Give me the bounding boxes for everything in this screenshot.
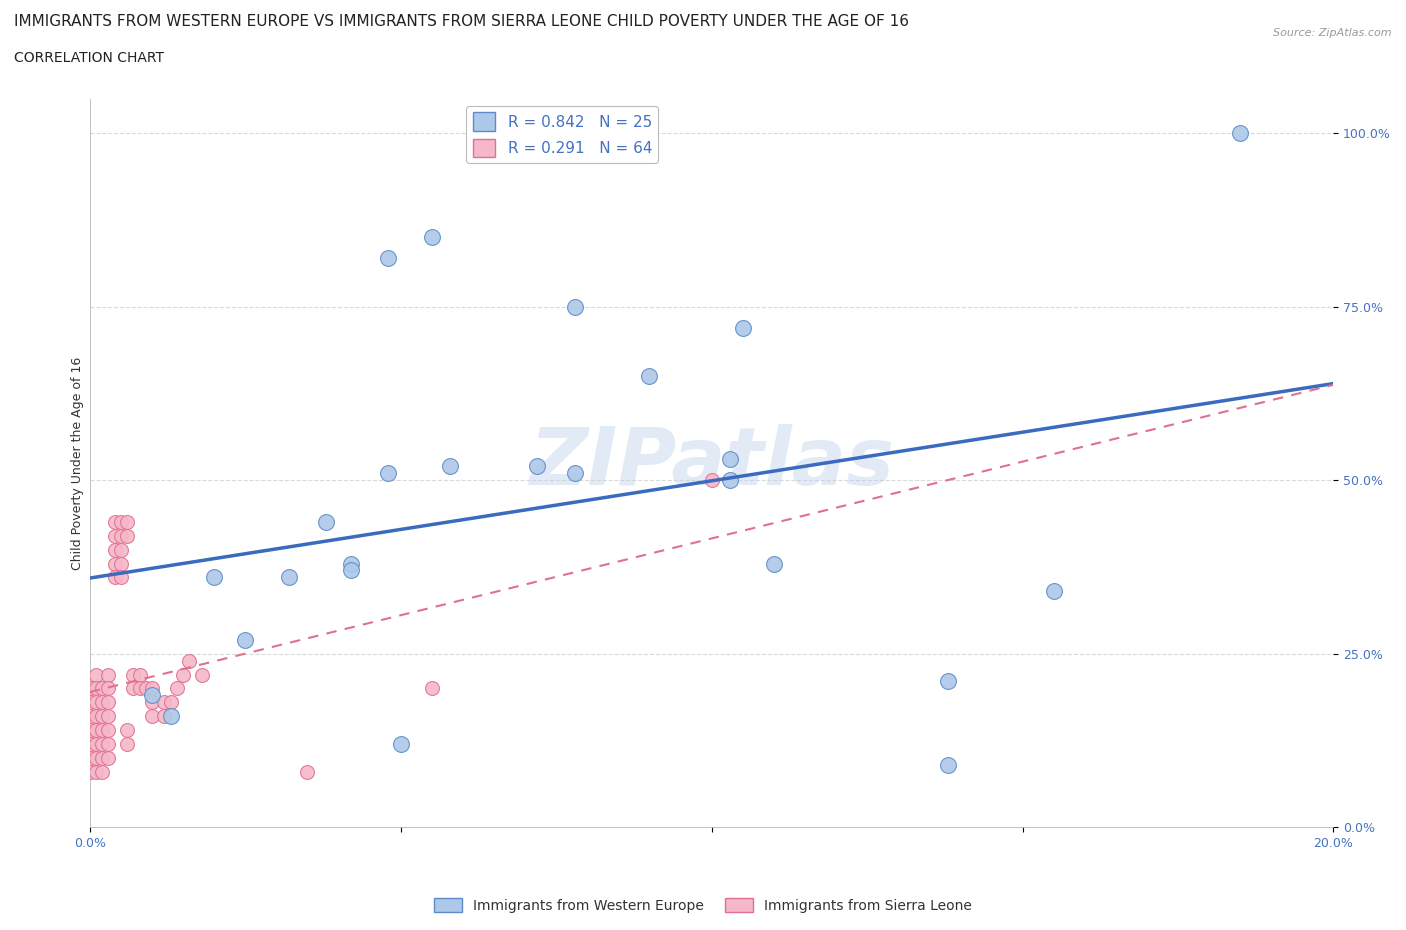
Y-axis label: Child Poverty Under the Age of 16: Child Poverty Under the Age of 16 <box>72 356 84 569</box>
Point <box>1042 584 1064 599</box>
Point <box>79 716 101 731</box>
Point <box>141 709 163 724</box>
Point <box>110 528 132 543</box>
Point <box>110 570 132 585</box>
Text: CORRELATION CHART: CORRELATION CHART <box>14 51 165 65</box>
Point <box>122 667 145 682</box>
Point <box>97 751 120 765</box>
Point <box>315 514 337 529</box>
Point <box>84 723 107 737</box>
Point <box>277 570 299 585</box>
Point <box>128 681 150 696</box>
Point <box>115 737 138 751</box>
Point <box>141 695 163 710</box>
Point <box>439 459 461 474</box>
Point <box>233 632 256 647</box>
Point <box>104 556 127 571</box>
Point <box>128 667 150 682</box>
Point <box>526 459 548 474</box>
Point <box>110 542 132 557</box>
Text: Source: ZipAtlas.com: Source: ZipAtlas.com <box>1274 28 1392 38</box>
Point <box>91 751 114 765</box>
Point <box>122 681 145 696</box>
Point <box>297 764 319 779</box>
Point <box>91 709 114 724</box>
Point <box>84 709 107 724</box>
Point <box>79 695 101 710</box>
Legend: Immigrants from Western Europe, Immigrants from Sierra Leone: Immigrants from Western Europe, Immigran… <box>429 893 977 919</box>
Point <box>79 757 101 772</box>
Point <box>141 681 163 696</box>
Point <box>115 723 138 737</box>
Point <box>84 695 107 710</box>
Point <box>91 764 114 779</box>
Point <box>731 320 754 335</box>
Point <box>718 472 741 487</box>
Point <box>141 688 163 703</box>
Point <box>91 695 114 710</box>
Text: IMMIGRANTS FROM WESTERN EUROPE VS IMMIGRANTS FROM SIERRA LEONE CHILD POVERTY UND: IMMIGRANTS FROM WESTERN EUROPE VS IMMIGR… <box>14 14 910 29</box>
Point <box>97 667 120 682</box>
Point <box>84 667 107 682</box>
Point <box>700 472 723 487</box>
Point <box>79 737 101 751</box>
Point <box>564 299 586 314</box>
Point <box>115 514 138 529</box>
Point <box>172 667 194 682</box>
Point <box>202 570 225 585</box>
Point <box>110 514 132 529</box>
Point <box>159 695 181 710</box>
Point <box>84 737 107 751</box>
Point <box>936 674 959 689</box>
Point <box>135 681 157 696</box>
Point <box>79 743 101 758</box>
Point <box>389 737 412 751</box>
Point <box>420 230 443 245</box>
Point <box>91 681 114 696</box>
Point <box>97 737 120 751</box>
Point <box>79 681 101 696</box>
Point <box>153 695 176 710</box>
Point <box>79 723 101 737</box>
Point <box>377 466 399 481</box>
Point <box>91 737 114 751</box>
Point <box>97 723 120 737</box>
Point <box>97 695 120 710</box>
Point <box>638 369 661 384</box>
Point <box>377 251 399 266</box>
Legend: R = 0.842   N = 25, R = 0.291   N = 64: R = 0.842 N = 25, R = 0.291 N = 64 <box>467 106 658 164</box>
Point <box>190 667 212 682</box>
Point <box>97 681 120 696</box>
Point <box>79 709 101 724</box>
Point <box>115 528 138 543</box>
Point <box>340 556 363 571</box>
Point <box>179 653 201 668</box>
Point <box>1229 126 1251 140</box>
Point <box>79 751 101 765</box>
Point <box>91 723 114 737</box>
Point <box>104 514 127 529</box>
Point <box>166 681 188 696</box>
Point <box>84 764 107 779</box>
Point <box>340 563 363 578</box>
Point <box>104 570 127 585</box>
Point <box>159 709 181 724</box>
Point <box>84 681 107 696</box>
Point <box>110 556 132 571</box>
Point <box>104 542 127 557</box>
Point <box>420 681 443 696</box>
Text: ZIPatlas: ZIPatlas <box>529 424 894 502</box>
Point <box>97 709 120 724</box>
Point <box>153 709 176 724</box>
Point <box>936 757 959 772</box>
Point <box>762 556 785 571</box>
Point <box>718 452 741 467</box>
Point <box>79 764 101 779</box>
Point <box>84 751 107 765</box>
Point <box>104 528 127 543</box>
Point <box>564 466 586 481</box>
